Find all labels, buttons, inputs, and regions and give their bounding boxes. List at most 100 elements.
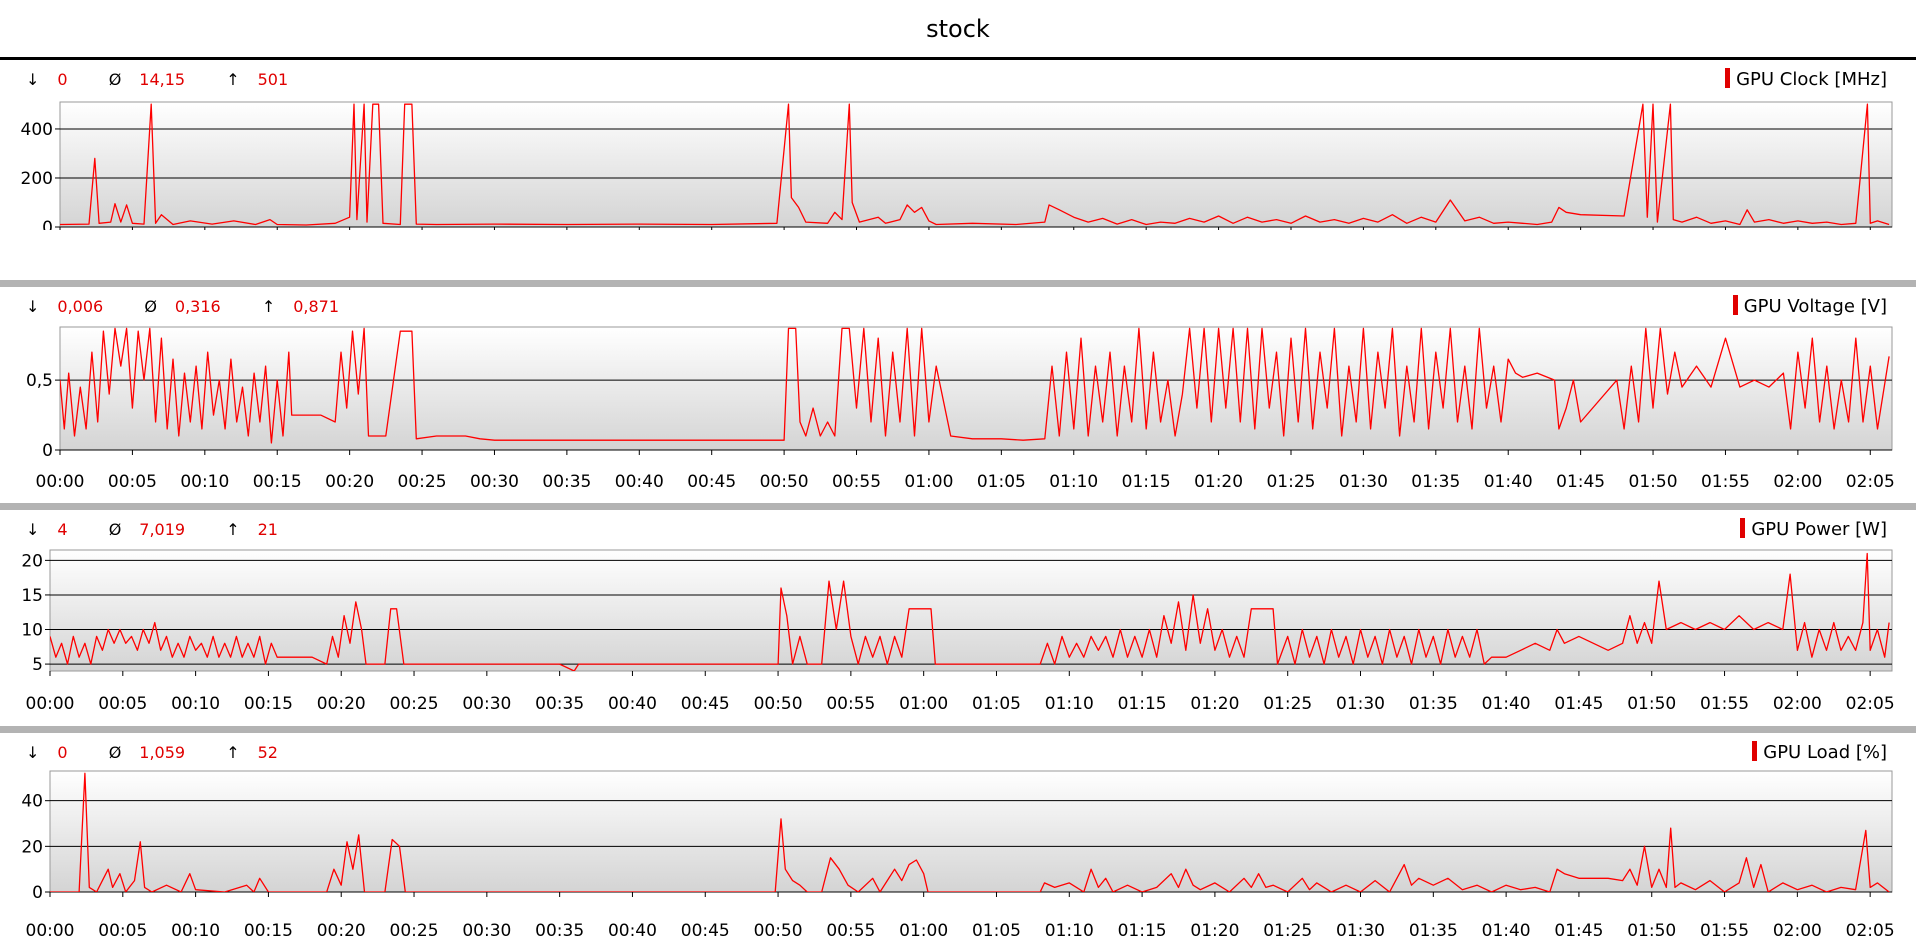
x-tick-label: 00:05 xyxy=(108,472,157,492)
x-tick-label: 00:05 xyxy=(98,921,147,941)
x-tick-label: 01:05 xyxy=(977,472,1026,492)
plot-area xyxy=(59,101,1893,228)
average-icon: Ø xyxy=(108,743,122,762)
x-tick-label: 00:10 xyxy=(171,921,220,941)
x-tick-label: 00:50 xyxy=(760,472,809,492)
x-tick-label: 02:00 xyxy=(1773,694,1822,714)
y-tick-label: 20 xyxy=(21,837,43,857)
x-tick-label: 01:15 xyxy=(1122,472,1171,492)
x-tick-label: 00:15 xyxy=(244,921,293,941)
x-tick-label: 00:25 xyxy=(390,921,439,941)
y-tick-label: 200 xyxy=(21,169,53,189)
x-tick-label: 01:25 xyxy=(1263,921,1312,941)
x-tick-label: 01:10 xyxy=(1049,472,1098,492)
x-tick-label: 01:15 xyxy=(1118,694,1167,714)
x-tick-label: 01:35 xyxy=(1409,921,1458,941)
stat-max: 501 xyxy=(257,70,289,89)
plot-gpu-voltage: 0 0,5 00:00 00:05 00:10 00:15 00:20 00:25 00:30 0… xyxy=(26,326,1895,492)
x-tick-label: 01:15 xyxy=(1118,921,1167,941)
x-tick-label: 00:35 xyxy=(535,921,584,941)
y-tick-label: 400 xyxy=(21,120,53,140)
x-tick-label: 01:20 xyxy=(1190,694,1239,714)
series-legend: GPU Voltage [V] xyxy=(1732,295,1887,317)
chart-panel-gpu-voltage: ↓ 0,006 Ø 0,316 ↑ 0,871 GPU Voltage [V] 0 0,… xyxy=(0,287,1916,503)
x-tick-label: 01:55 xyxy=(1701,472,1750,492)
y-tick-label: 0 xyxy=(42,441,53,461)
series-line xyxy=(60,103,1890,226)
x-tick-label: 01:20 xyxy=(1194,472,1243,492)
series-title: GPU Clock [MHz] xyxy=(1736,69,1887,90)
x-tick-label: 00:25 xyxy=(398,472,447,492)
stat-min: 4 xyxy=(57,520,68,539)
stats-readout: ↓ 0 Ø 1,059 ↑ 52 xyxy=(26,743,314,762)
y-tick-label: 0 xyxy=(42,218,53,230)
x-tick-label: 00:55 xyxy=(826,921,875,941)
stats-readout: ↓ 4 Ø 7,019 ↑ 21 xyxy=(26,520,314,539)
stat-max: 0,871 xyxy=(293,297,340,316)
x-tick-label: 01:00 xyxy=(904,472,953,492)
stat-min: 0 xyxy=(57,743,68,762)
series-line xyxy=(50,772,1890,892)
panel-separator xyxy=(0,503,1916,510)
x-tick-label: 00:05 xyxy=(98,694,147,714)
y-tick-label: 0 xyxy=(32,883,43,903)
x-tick-label: 01:50 xyxy=(1629,472,1678,492)
title-rule xyxy=(0,57,1916,60)
panel-separator xyxy=(0,280,1916,287)
max-arrow-icon: ↑ xyxy=(226,520,240,539)
x-tick-label: 02:05 xyxy=(1846,694,1895,714)
x-tick-label: 01:25 xyxy=(1263,694,1312,714)
x-tick-label: 01:45 xyxy=(1554,694,1603,714)
x-tick-label: 00:30 xyxy=(462,921,511,941)
stat-avg: 0,316 xyxy=(174,297,221,316)
series-title: GPU Load [%] xyxy=(1763,742,1887,763)
plot-area xyxy=(49,770,1893,893)
x-tick-label: 02:00 xyxy=(1773,921,1822,941)
max-arrow-icon: ↑ xyxy=(226,70,240,89)
series-title: GPU Power [W] xyxy=(1751,519,1887,540)
legend-swatch xyxy=(1752,741,1758,761)
plot-area xyxy=(49,549,1893,672)
x-tick-label: 01:05 xyxy=(972,694,1021,714)
x-tick-label: 02:05 xyxy=(1846,921,1895,941)
x-tick-label: 01:25 xyxy=(1266,472,1315,492)
series-legend: GPU Power [W] xyxy=(1740,518,1887,540)
series-line xyxy=(50,552,1890,671)
x-tick-label: 00:40 xyxy=(615,472,664,492)
x-tick-label: 01:50 xyxy=(1627,694,1676,714)
x-tick-label: 01:30 xyxy=(1336,694,1385,714)
x-tick-label: 01:00 xyxy=(899,921,948,941)
chart-panel-gpu-power: ↓ 4 Ø 7,019 ↑ 21 GPU Power [W] 5 10 15 20 00:00… xyxy=(0,510,1916,726)
legend-swatch xyxy=(1740,518,1746,538)
series-line xyxy=(60,327,1890,444)
x-tick-label: 00:15 xyxy=(253,472,302,492)
x-tick-label: 01:30 xyxy=(1336,921,1385,941)
x-tick-label: 00:20 xyxy=(325,472,374,492)
x-tick-label: 01:45 xyxy=(1556,472,1605,492)
x-tick-label: 00:00 xyxy=(26,694,75,714)
x-tick-label: 00:35 xyxy=(535,694,584,714)
stat-max: 21 xyxy=(257,520,278,539)
x-tick-label: 00:50 xyxy=(754,921,803,941)
x-tick-label: 01:10 xyxy=(1045,694,1094,714)
x-tick-label: 00:40 xyxy=(608,921,657,941)
y-tick-label: 40 xyxy=(21,792,43,812)
legend-swatch xyxy=(1732,295,1738,315)
x-tick-label: 00:50 xyxy=(754,694,803,714)
average-icon: Ø xyxy=(108,70,122,89)
x-tick-label: 00:15 xyxy=(244,694,293,714)
x-tick-label: 00:00 xyxy=(26,921,75,941)
stats-readout: ↓ 0 Ø 14,15 ↑ 501 xyxy=(26,70,324,89)
x-tick-label: 00:10 xyxy=(180,472,229,492)
max-arrow-icon: ↑ xyxy=(226,743,240,762)
x-tick-label: 01:00 xyxy=(899,694,948,714)
y-tick-label: 15 xyxy=(21,586,43,606)
x-tick-label: 01:40 xyxy=(1482,921,1531,941)
stat-min: 0,006 xyxy=(57,297,104,316)
min-arrow-icon: ↓ xyxy=(26,743,40,762)
average-icon: Ø xyxy=(144,297,157,316)
x-tick-label: 01:50 xyxy=(1627,921,1676,941)
x-tick-label: 01:55 xyxy=(1700,921,1749,941)
plot-gpu-clock: 020040000:0000:0500:1000:1500:2000:2500:… xyxy=(21,101,1893,230)
